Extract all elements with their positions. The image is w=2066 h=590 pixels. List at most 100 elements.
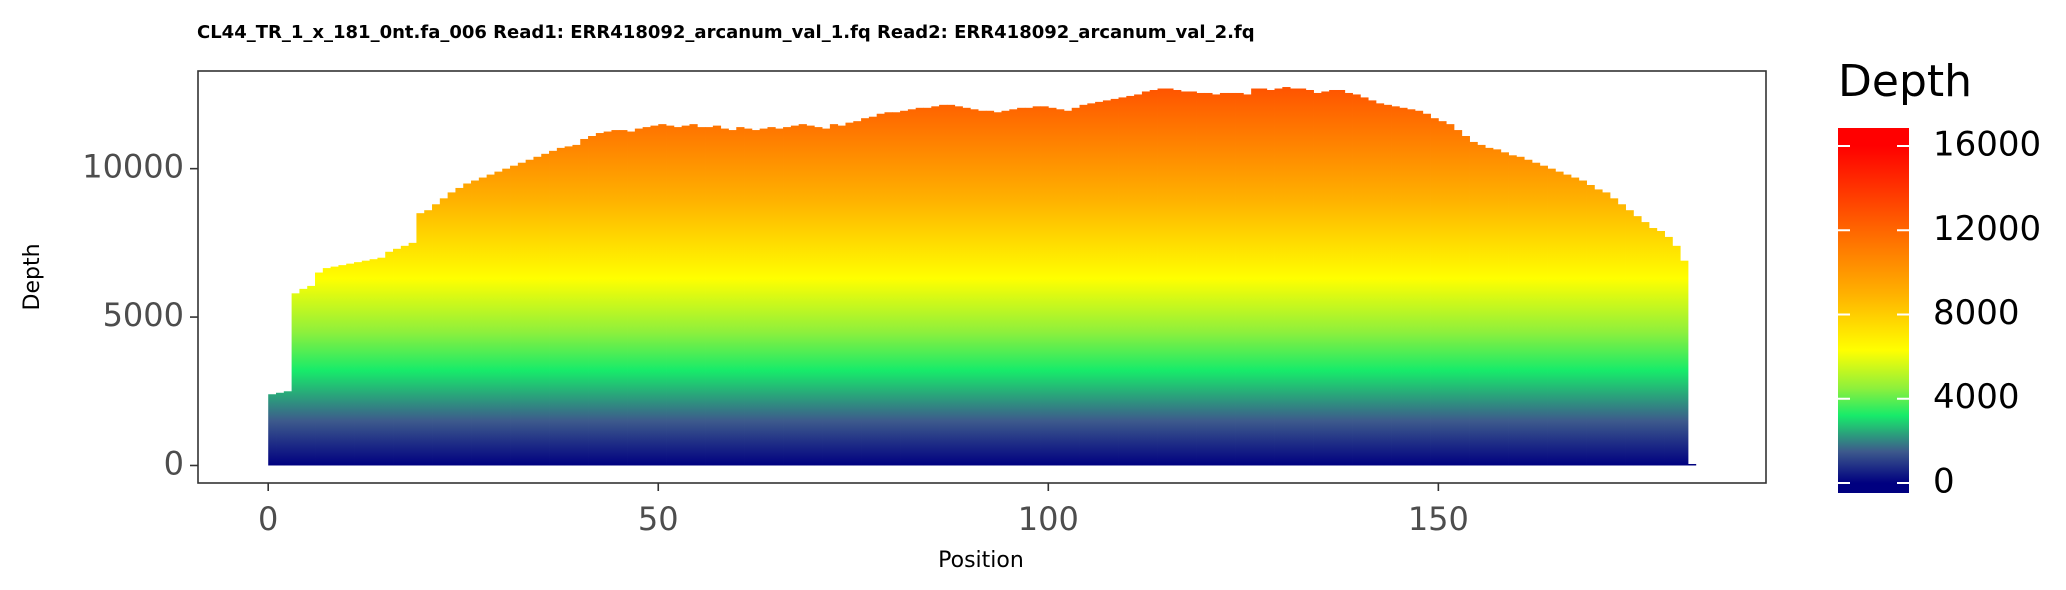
bar — [1219, 92, 1229, 466]
bar — [1391, 106, 1400, 466]
bar — [697, 127, 706, 466]
bar — [611, 130, 620, 466]
bar — [985, 110, 995, 466]
bar — [1687, 463, 1697, 466]
bar — [868, 116, 878, 466]
bar — [705, 127, 714, 466]
bar — [876, 113, 885, 466]
bar — [783, 127, 792, 466]
bar — [463, 183, 472, 466]
plot-border — [197, 70, 1767, 484]
colorbar — [1838, 128, 1909, 493]
bar — [1430, 118, 1439, 466]
bar — [1344, 92, 1353, 466]
bar — [1329, 89, 1338, 466]
legend-title: Depth — [1838, 56, 1972, 107]
bar — [634, 128, 644, 466]
bar — [455, 187, 464, 466]
bar — [666, 125, 675, 466]
bar — [1032, 106, 1041, 466]
bar — [580, 138, 589, 466]
bar — [1485, 147, 1494, 466]
bar — [1173, 89, 1182, 466]
bar — [1524, 159, 1533, 466]
bar — [1375, 103, 1385, 466]
bar — [346, 263, 355, 466]
bar — [400, 245, 410, 466]
bar — [1422, 113, 1431, 466]
x-tick-label: 50 — [638, 500, 679, 538]
bar — [494, 171, 503, 466]
bar — [1407, 109, 1416, 466]
bar — [541, 153, 550, 466]
bar — [1297, 88, 1307, 466]
bar — [728, 130, 737, 466]
bar — [1212, 94, 1221, 466]
colorbar-tick-label: 0 — [1933, 461, 1955, 501]
bar — [775, 128, 784, 466]
bar — [369, 259, 378, 466]
y-axis-label: Depth — [20, 243, 45, 310]
x-tick-label: 150 — [1408, 500, 1469, 538]
colorbar-tick-label: 4000 — [1933, 377, 2020, 417]
bar — [1469, 141, 1478, 466]
bar — [1625, 210, 1634, 466]
bar — [322, 268, 332, 466]
bar — [1009, 109, 1018, 466]
bar — [1492, 149, 1502, 466]
bar — [1110, 98, 1119, 466]
bar — [486, 174, 495, 466]
bar — [1508, 155, 1517, 466]
bar — [790, 125, 800, 466]
colorbar-tick-label: 8000 — [1933, 293, 2020, 333]
bar — [1664, 236, 1673, 466]
bar — [1282, 87, 1291, 466]
bar — [806, 125, 815, 466]
bar — [658, 124, 667, 466]
bar — [517, 162, 527, 466]
bar — [1258, 88, 1268, 466]
bar — [1336, 89, 1346, 466]
colorbar-tick-label: 16000 — [1933, 125, 2041, 165]
bar — [1157, 88, 1166, 466]
bar — [720, 128, 729, 466]
bar — [1063, 110, 1073, 466]
bar — [1196, 92, 1205, 466]
bar — [798, 124, 807, 466]
bar — [673, 127, 683, 466]
bar — [861, 118, 870, 466]
bar — [1180, 91, 1190, 466]
bar — [330, 266, 339, 466]
bar — [361, 260, 371, 466]
bar — [1656, 230, 1665, 466]
bar — [1555, 171, 1564, 466]
bar — [533, 156, 542, 466]
bar — [354, 262, 363, 466]
bar — [1313, 92, 1322, 466]
bar — [1126, 95, 1135, 466]
bar — [1134, 94, 1143, 466]
y-tick-label: 5000 — [103, 296, 184, 334]
bar — [424, 210, 433, 466]
bar — [1570, 177, 1580, 466]
bar — [1235, 92, 1244, 466]
bar — [1071, 107, 1080, 466]
bar — [1321, 91, 1330, 466]
chart-title: CL44_TR_1_x_181_0nt.fa_006 Read1: ERR418… — [197, 22, 1255, 43]
bar — [1118, 97, 1127, 466]
bar — [1305, 89, 1314, 466]
bar — [1048, 107, 1057, 466]
bar — [408, 242, 417, 466]
bar — [432, 204, 441, 466]
bar — [939, 104, 948, 466]
bar — [892, 112, 901, 466]
bar — [1383, 104, 1392, 466]
bar — [767, 127, 776, 466]
bar — [502, 168, 511, 466]
bar — [1227, 92, 1236, 466]
bar — [1087, 103, 1096, 466]
bar — [1563, 174, 1572, 466]
bar — [1266, 89, 1275, 466]
bar — [1680, 260, 1689, 466]
